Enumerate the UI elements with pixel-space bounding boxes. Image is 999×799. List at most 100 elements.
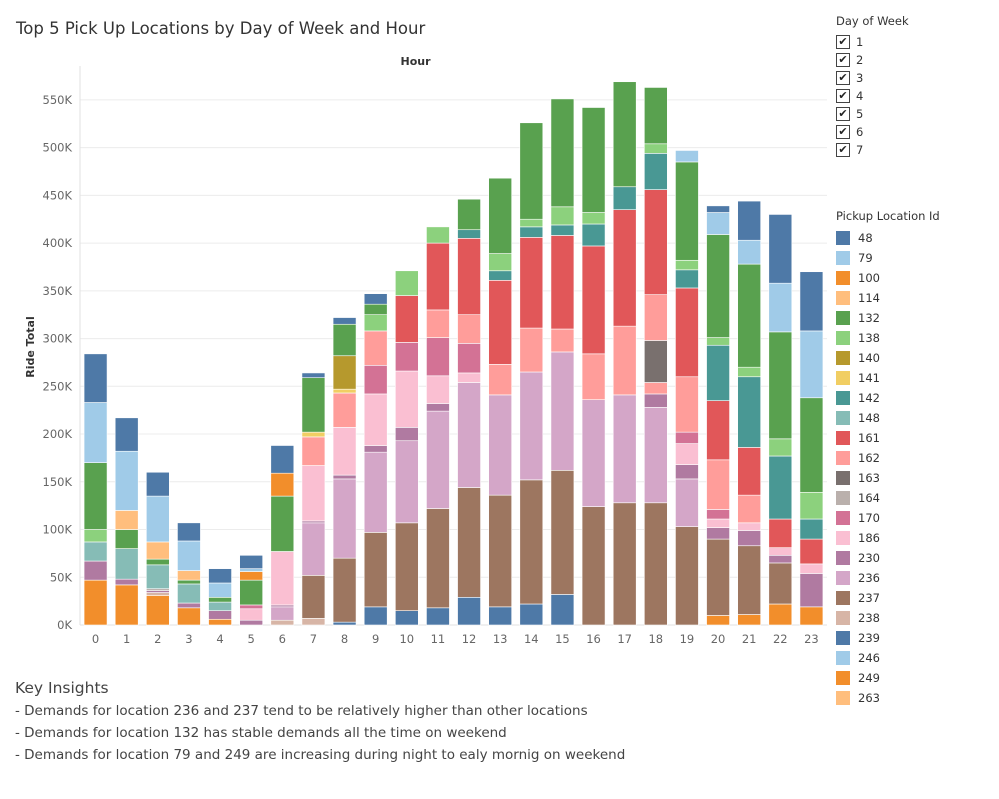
legend-item-142[interactable]: 142 (836, 388, 940, 408)
checkbox-icon[interactable]: ✔ (836, 35, 850, 49)
legend-swatch (836, 351, 850, 365)
legend-item-140[interactable]: 140 (836, 348, 940, 368)
legend-item-141[interactable]: 141 (836, 368, 940, 388)
key-insights: Key Insights - Demands for location 236 … (15, 679, 625, 766)
legend-item-114[interactable]: 114 (836, 288, 940, 308)
legend-label: 238 (858, 611, 880, 625)
x-tick-label: 0 (92, 632, 99, 646)
bar-segment-249 (799, 606, 824, 626)
legend-item-79[interactable]: 79 (836, 248, 940, 268)
legend-item-100[interactable]: 100 (836, 268, 940, 288)
x-tick-label: 16 (586, 632, 601, 646)
pickup-location-legend: Pickup Location Id 48 79 100 114 132 138 140 14… (836, 209, 940, 708)
day-of-week-label: 5 (856, 107, 864, 121)
day-of-week-option-1[interactable]: ✔ 1 (836, 33, 909, 51)
bar-segment-79 (177, 540, 201, 571)
legend-item-186[interactable]: 186 (836, 528, 940, 548)
legend-item-170[interactable]: 170 (836, 508, 940, 528)
legend-item-132[interactable]: 132 (836, 308, 940, 328)
legend-label: 48 (858, 231, 873, 245)
bar-segment-48 (146, 471, 170, 497)
bar-segment-239 (488, 606, 512, 626)
legend-item-164[interactable]: 164 (836, 488, 940, 508)
bar-segment-239 (550, 594, 575, 626)
legend-item-230[interactable]: 230 (836, 548, 940, 568)
legend-label: 79 (858, 251, 873, 265)
legend-swatch (836, 291, 850, 305)
bar-segment-162 (301, 436, 326, 466)
bar-segment-138 (395, 270, 419, 296)
bar-segment-186 (768, 547, 793, 556)
checkbox-icon[interactable]: ✔ (836, 53, 850, 67)
legend-swatch (836, 491, 850, 505)
bar-segment-132 (457, 198, 481, 231)
x-tick-label: 22 (773, 632, 788, 646)
bar-segment-132 (675, 161, 699, 261)
legend-item-162[interactable]: 162 (836, 448, 940, 468)
bar-segment-170 (395, 342, 419, 372)
bar-segment-162 (363, 330, 388, 366)
bar-segment-162 (519, 327, 544, 373)
bar-segment-114 (177, 570, 201, 581)
legend-item-236[interactable]: 236 (836, 568, 940, 588)
x-tick-label: 23 (804, 632, 819, 646)
checkbox-icon[interactable]: ✔ (836, 125, 850, 139)
bar-segment-48 (270, 445, 295, 474)
bar-segment-238 (146, 592, 170, 596)
bar-segment-249 (208, 618, 232, 626)
y-tick-label: 250K (43, 379, 73, 393)
legend-item-148[interactable]: 148 (836, 408, 940, 428)
legend-swatch (836, 591, 850, 605)
bar-segment-48 (208, 568, 232, 584)
checkbox-icon[interactable]: ✔ (836, 89, 850, 103)
x-tick-label: 5 (248, 632, 255, 646)
bar-segment-142 (519, 226, 544, 238)
legend-swatch (836, 531, 850, 545)
legend-label: 161 (858, 431, 880, 445)
legend-item-161[interactable]: 161 (836, 428, 940, 448)
x-tick-label: 14 (524, 632, 539, 646)
legend-item-246[interactable]: 246 (836, 648, 940, 668)
page-title: Top 5 Pick Up Locations by Day of Week a… (16, 19, 426, 38)
day-of-week-option-4[interactable]: ✔ 4 (836, 87, 909, 105)
bar-segment-142 (457, 229, 481, 239)
legend-item-48[interactable]: 48 (836, 228, 940, 248)
bar-segment-186 (737, 522, 761, 531)
legend-swatch (836, 371, 850, 385)
legend-item-249[interactable]: 249 (836, 668, 940, 688)
bar-segment-161 (675, 287, 699, 378)
bar-segment-132 (737, 263, 761, 368)
legend-item-138[interactable]: 138 (836, 328, 940, 348)
bar-segment-142 (581, 223, 606, 247)
legend-item-239[interactable]: 239 (836, 628, 940, 648)
bar-segment-141 (301, 431, 326, 438)
legend-item-237[interactable]: 237 (836, 588, 940, 608)
bar-segment-138 (426, 226, 450, 244)
day-of-week-option-6[interactable]: ✔ 6 (836, 123, 909, 141)
legend-item-263[interactable]: 263 (836, 688, 940, 708)
bar-segment-230 (83, 560, 108, 581)
bar-segment-237 (581, 506, 606, 626)
legend-label: 132 (858, 311, 880, 325)
bar-segment-161 (644, 189, 668, 295)
x-tick-label: 17 (617, 632, 632, 646)
bar-segment-249 (177, 607, 201, 626)
bar-segment-236 (457, 382, 481, 488)
day-of-week-option-7[interactable]: ✔ 7 (836, 141, 909, 159)
bar-segment-236 (270, 606, 295, 621)
y-tick-label: 200K (43, 427, 73, 441)
bar-segment-230 (332, 474, 357, 480)
bar-segment-186 (706, 518, 730, 528)
checkbox-icon[interactable]: ✔ (836, 71, 850, 85)
bar-segment-249 (768, 603, 793, 626)
legend-item-238[interactable]: 238 (836, 608, 940, 628)
bar-segment-162 (644, 382, 668, 395)
day-of-week-option-2[interactable]: ✔ 2 (836, 51, 909, 69)
day-of-week-option-3[interactable]: ✔ 3 (836, 69, 909, 87)
bar-segment-186 (301, 465, 326, 522)
checkbox-icon[interactable]: ✔ (836, 107, 850, 121)
bar-segment-132 (768, 331, 793, 440)
legend-item-163[interactable]: 163 (836, 468, 940, 488)
checkbox-icon[interactable]: ✔ (836, 143, 850, 157)
day-of-week-option-5[interactable]: ✔ 5 (836, 105, 909, 123)
